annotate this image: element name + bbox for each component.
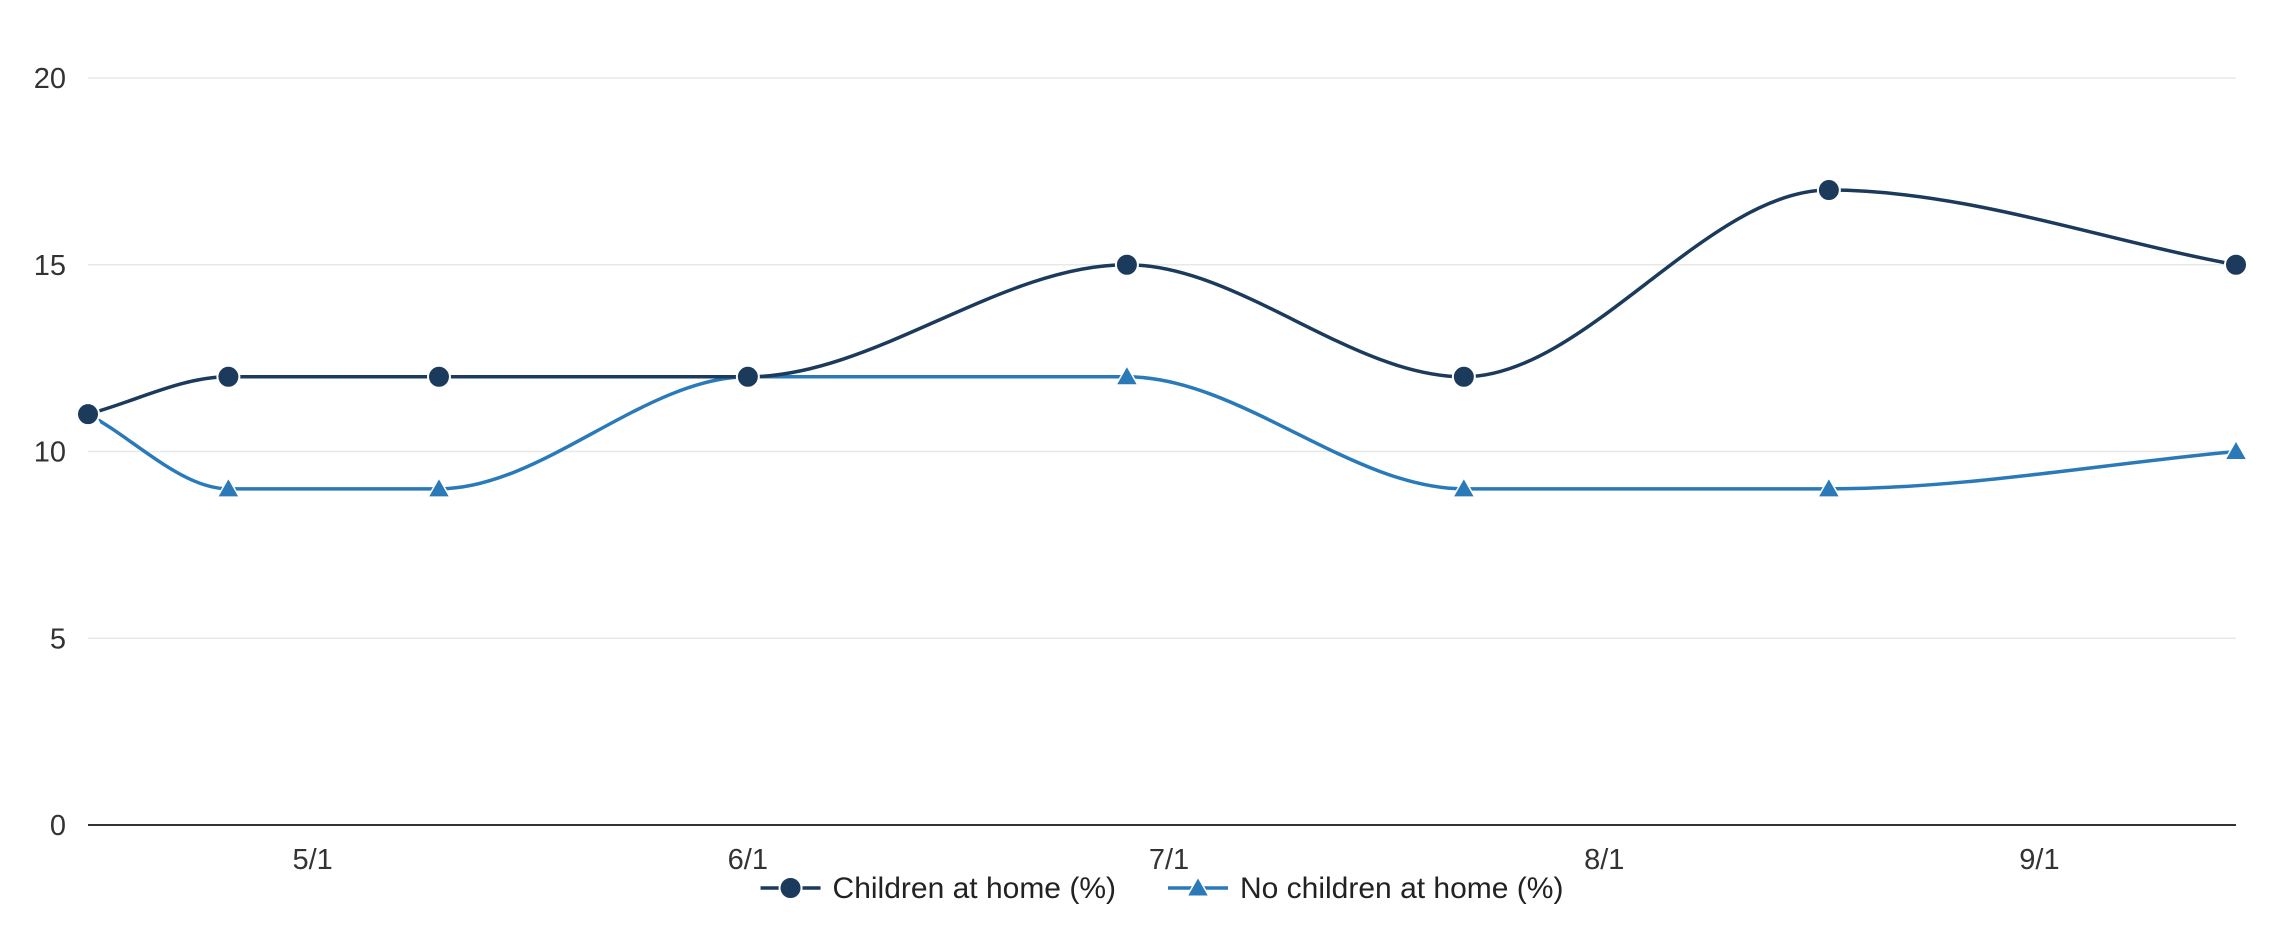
gridlines xyxy=(88,77,2236,639)
legend-item[interactable]: No children at home (%) xyxy=(1167,872,1563,905)
x-tick-label: 6/1 xyxy=(728,844,768,876)
legend-marker[interactable] xyxy=(1185,875,1211,897)
legend[interactable]: Children at home (%) No children at home … xyxy=(760,872,1564,905)
data-point[interactable] xyxy=(76,402,100,427)
legend-item[interactable]: Children at home (%) xyxy=(760,872,1116,905)
data-point[interactable] xyxy=(735,364,760,389)
legend-marker[interactable] xyxy=(778,876,803,900)
data-point[interactable] xyxy=(1114,252,1139,277)
y-tick-label: 20 xyxy=(34,63,66,95)
data-point[interactable] xyxy=(2223,438,2249,461)
series-group xyxy=(75,178,2249,498)
y-tick-label: 5 xyxy=(50,623,66,655)
data-point[interactable] xyxy=(1451,476,1477,498)
data-point[interactable] xyxy=(1816,476,1842,498)
y-tick-label: 0 xyxy=(50,810,66,842)
series-2 xyxy=(75,364,2249,498)
x-tick-label: 9/1 xyxy=(2019,844,2059,876)
x-tick-label: 8/1 xyxy=(1584,844,1624,876)
data-point[interactable] xyxy=(1816,178,1841,203)
series-1 xyxy=(76,178,2248,427)
data-point[interactable] xyxy=(2224,252,2248,277)
x-tick-label: 7/1 xyxy=(1149,844,1189,876)
axes: 0 5 10 15 20 5/1 6/1 7/1 8/1 9/1 xyxy=(34,63,2236,876)
legend-label: Children at home (%) xyxy=(833,872,1116,905)
data-point[interactable] xyxy=(1451,364,1476,389)
data-point[interactable] xyxy=(1114,364,1140,386)
x-tick-label: 5/1 xyxy=(292,844,332,876)
data-point[interactable] xyxy=(216,364,241,389)
series-line xyxy=(86,375,2238,491)
y-tick-label: 10 xyxy=(34,437,66,469)
legend-label: No children at home (%) xyxy=(1240,872,1563,905)
y-tick-label: 15 xyxy=(34,250,66,282)
data-point[interactable] xyxy=(216,476,241,498)
data-point[interactable] xyxy=(426,364,451,389)
data-point[interactable] xyxy=(426,476,452,498)
